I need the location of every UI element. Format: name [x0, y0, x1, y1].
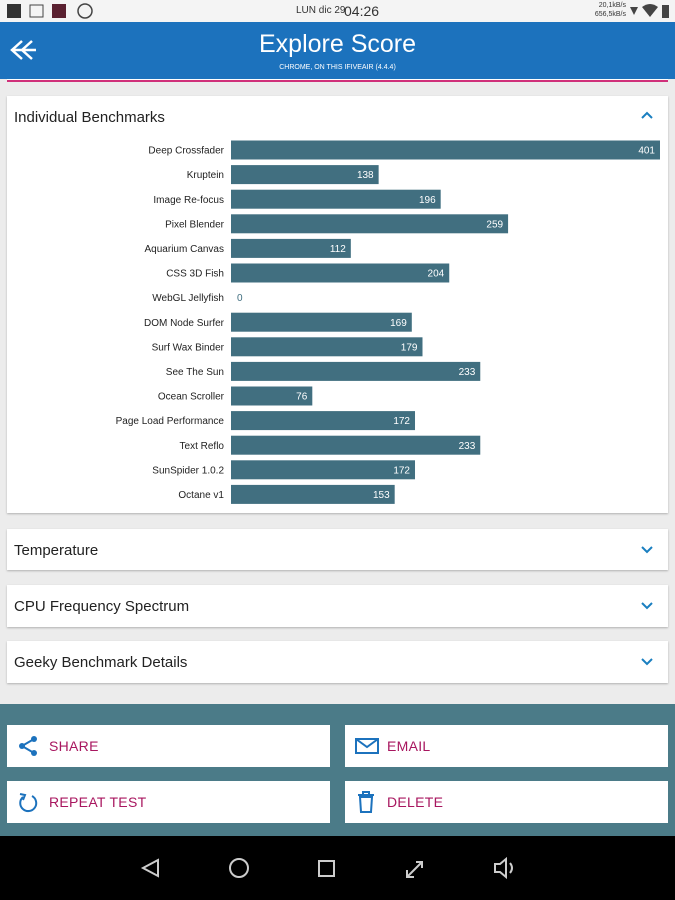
bar [231, 484, 395, 504]
value-label: 138 [357, 170, 374, 181]
email-button[interactable]: EMAIL [345, 725, 668, 767]
button-label: EMAIL [387, 738, 431, 754]
status-signal [630, 4, 669, 18]
bar [231, 411, 416, 431]
delete-icon [358, 791, 374, 813]
bar [231, 361, 481, 381]
collapse-icon[interactable] [640, 110, 654, 120]
category-label: Kruptein [187, 170, 224, 181]
value-label: 172 [393, 416, 410, 427]
chart: Deep Crossfader 401 Kruptein 138 Image Re-fo… [116, 140, 660, 504]
bar [231, 140, 660, 160]
nav-recent[interactable] [318, 860, 335, 877]
category-label: DOM Node Surfer [144, 318, 225, 329]
status-time: 04:26 [344, 3, 380, 19]
category-label: Ocean Scroller [158, 392, 225, 403]
button-label: REPEAT TEST [49, 794, 147, 810]
category-label: Octane v1 [178, 490, 224, 501]
status-upload: 20,1kB/s [598, 2, 626, 9]
bar [231, 386, 313, 406]
expand-icon [641, 658, 653, 666]
section-card[interactable]: CPU Frequency Spectrum [7, 585, 668, 627]
section-title: Geeky Benchmark Details [14, 654, 188, 671]
card-title: Individual Benchmarks [14, 109, 165, 126]
category-label: CSS 3D Fish [166, 269, 224, 280]
bar [231, 189, 441, 209]
email-icon [355, 738, 379, 754]
delete-button[interactable]: DELETE [345, 781, 668, 823]
app-header: Explore Score CHROME, ON THIS IFIVEAIR (… [0, 22, 675, 79]
bar [231, 312, 412, 332]
value-label: 401 [638, 146, 655, 157]
value-label: 196 [419, 195, 436, 206]
value-label: 179 [401, 342, 418, 353]
value-label: 259 [486, 219, 503, 230]
accent-line [7, 79, 668, 82]
value-label: 233 [459, 441, 476, 452]
value-label: 204 [428, 269, 445, 280]
nav-back[interactable] [140, 858, 159, 878]
value-label: 153 [373, 490, 390, 501]
bar [231, 238, 351, 258]
button-label: DELETE [387, 794, 444, 810]
benchmarks-card: Individual Benchmarks Deep Crossfader 401… [7, 96, 668, 513]
section-title: CPU Frequency Spectrum [14, 598, 190, 615]
expand-icon [641, 546, 653, 554]
header-subtitle: CHROME, ON THIS IFIVEAIR (4.4.4) [279, 64, 396, 71]
value-label: 0 [237, 293, 243, 304]
status-icons [7, 3, 93, 19]
section-title: Temperature [14, 542, 99, 559]
header-title: Explore Score [258, 30, 417, 58]
value-label: 76 [296, 392, 308, 403]
share-button[interactable]: SHARE [7, 725, 330, 767]
value-label: 172 [393, 465, 410, 476]
bar [231, 214, 509, 234]
nav-icons [140, 856, 513, 880]
action-bar: SHARE EMAIL REPEAT TEST DELETE [0, 704, 675, 836]
bar [231, 435, 481, 455]
category-label: WebGL Jellyfish [152, 293, 224, 304]
nav-volume[interactable] [494, 856, 513, 880]
category-label: SunSpider 1.0.2 [152, 465, 224, 476]
category-label: Pixel Blender [165, 219, 225, 230]
section-card[interactable]: Temperature [7, 529, 668, 570]
section-card[interactable]: Geeky Benchmark Details [7, 641, 668, 683]
category-label: Surf Wax Binder [152, 342, 225, 353]
value-label: 169 [390, 318, 407, 329]
back-button[interactable] [8, 38, 38, 62]
bar [231, 165, 379, 185]
status-bar: LUN dic 29 04:26 20,1kB/s 656,5kB/s [0, 0, 675, 22]
nav-bar [0, 836, 675, 900]
nav-home[interactable] [229, 858, 249, 878]
category-label: See The Sun [166, 367, 224, 378]
share-icon [19, 736, 37, 756]
value-label: 112 [330, 244, 346, 255]
status-date: LUN dic 29 [296, 5, 346, 16]
category-label: Deep Crossfader [148, 146, 224, 157]
status-download: 656,5kB/s [594, 11, 626, 18]
bar [231, 263, 450, 283]
expand-icon [641, 602, 653, 610]
repeat-button[interactable]: REPEAT TEST [7, 781, 330, 823]
bar [231, 460, 416, 480]
bar [231, 337, 423, 357]
category-label: Text Reflo [180, 441, 225, 452]
button-label: SHARE [49, 738, 99, 754]
nav-expand[interactable] [406, 861, 423, 878]
category-label: Page Load Performance [116, 416, 225, 427]
value-label: 233 [459, 367, 476, 378]
category-label: Aquarium Canvas [145, 244, 224, 255]
category-label: Image Re-focus [153, 195, 224, 206]
repeat-icon [19, 793, 38, 813]
